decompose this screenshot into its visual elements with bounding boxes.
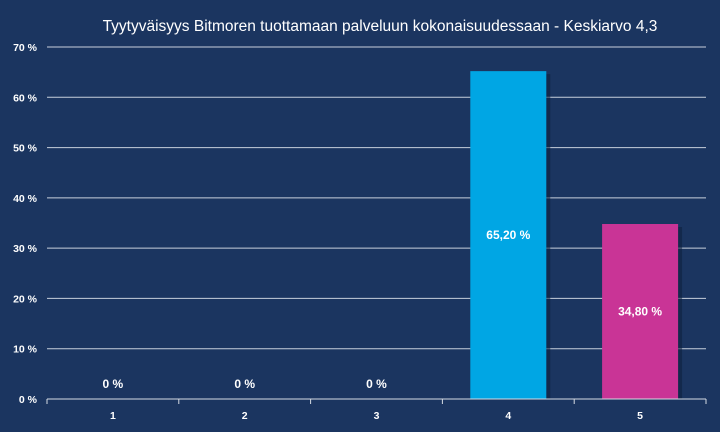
y-tick-label: 30 % xyxy=(13,243,38,255)
y-tick-label: 70 % xyxy=(13,42,38,54)
chart-title: Tyytyväisyys Bitmoren tuottamaan palvelu… xyxy=(103,18,658,35)
x-tick-label: 2 xyxy=(242,410,248,422)
x-tick-label: 3 xyxy=(374,410,380,422)
y-tick-label: 40 % xyxy=(13,193,38,205)
x-axis xyxy=(46,398,707,404)
data-label: 0 % xyxy=(103,377,124,391)
bars xyxy=(470,71,683,399)
data-labels: 0 % 0 % 0 % 65,20 % 34,80 % xyxy=(103,228,663,391)
y-tick-label: 20 % xyxy=(13,293,38,305)
x-tick-label: 5 xyxy=(637,410,643,422)
x-tick-label: 4 xyxy=(505,410,511,422)
x-tick-label: 1 xyxy=(110,410,116,422)
bar xyxy=(602,224,679,399)
data-label: 34,80 % xyxy=(618,305,662,319)
y-tick-label: 50 % xyxy=(13,143,38,155)
y-tick-label: 0 % xyxy=(19,394,38,406)
data-label: 65,20 % xyxy=(486,228,530,242)
y-axis-ticks: 0 % 10 % 20 % 30 % 40 % 50 % 60 % 70 % xyxy=(13,42,38,406)
y-tick-label: 10 % xyxy=(13,344,38,356)
gridlines xyxy=(47,46,706,350)
x-axis-ticks: 1 2 3 4 5 xyxy=(110,410,643,422)
data-label: 0 % xyxy=(366,377,387,391)
y-tick-label: 60 % xyxy=(13,92,38,104)
bar xyxy=(470,71,547,399)
data-label: 0 % xyxy=(234,377,255,391)
